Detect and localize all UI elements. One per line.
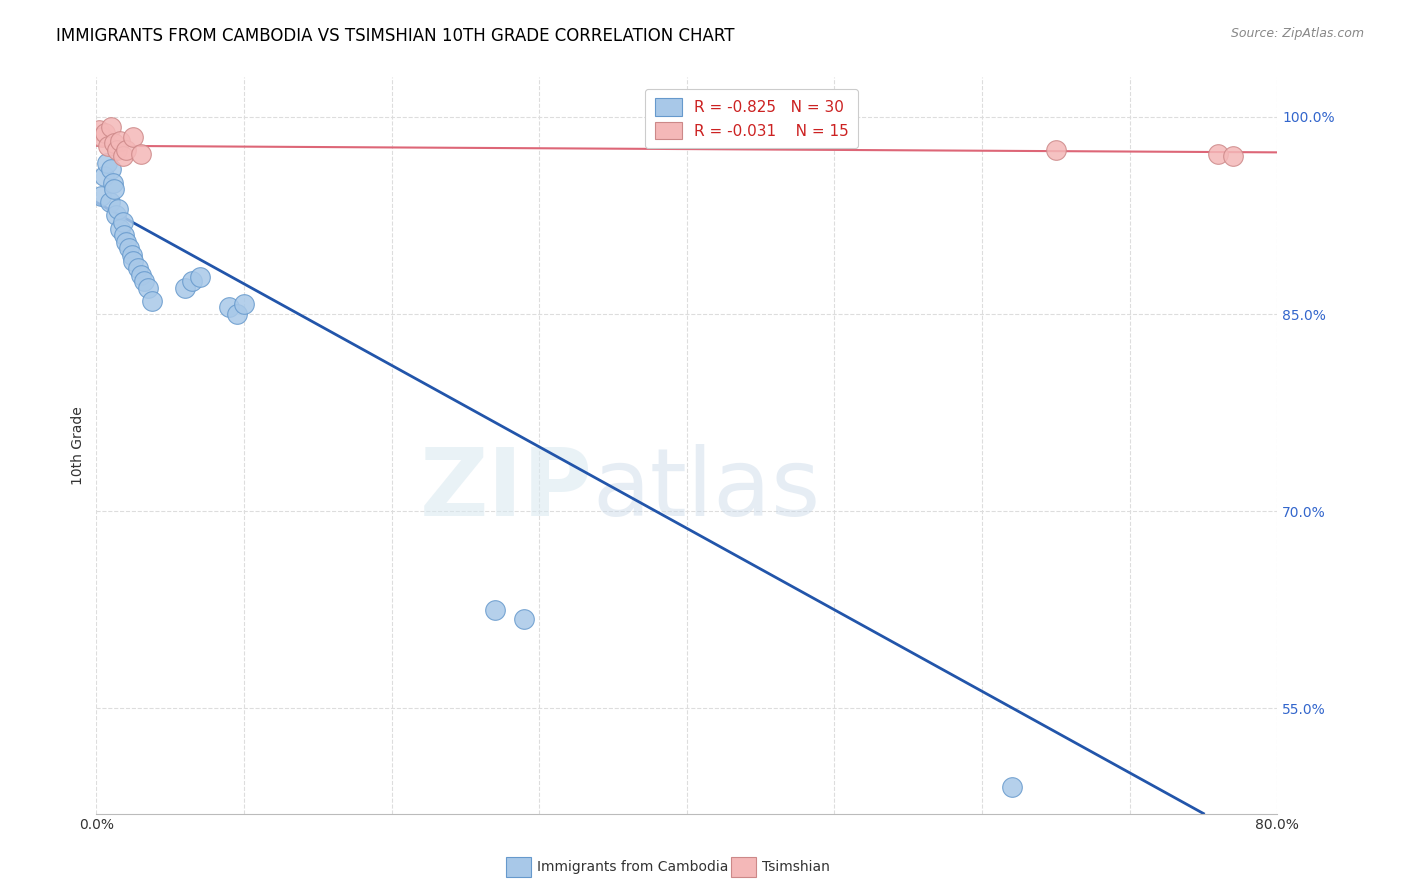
- Point: [100, 120, 122, 135]
- Point: [121, 248, 143, 262]
- Point: [100, 162, 122, 177]
- Point: [111, 149, 134, 163]
- Point: [108, 134, 131, 148]
- Point: [513, 612, 536, 626]
- Point: [104, 209, 127, 223]
- Point: [141, 293, 163, 308]
- Point: [218, 301, 240, 315]
- Point: [108, 221, 131, 235]
- Point: [90, 188, 112, 202]
- Point: [1045, 143, 1067, 157]
- Point: [94, 126, 117, 140]
- Point: [1206, 146, 1229, 161]
- Text: atlas: atlas: [592, 443, 821, 536]
- Point: [115, 143, 138, 157]
- Point: [111, 215, 134, 229]
- Point: [225, 307, 247, 321]
- Point: [98, 195, 121, 210]
- Text: Tsimshian: Tsimshian: [762, 860, 830, 874]
- Point: [115, 235, 138, 249]
- Point: [129, 146, 152, 161]
- Point: [105, 143, 128, 157]
- Point: [101, 176, 124, 190]
- Point: [91, 129, 114, 144]
- Text: Source: ZipAtlas.com: Source: ZipAtlas.com: [1230, 27, 1364, 40]
- Point: [122, 254, 145, 268]
- Point: [127, 260, 149, 275]
- Point: [107, 202, 129, 216]
- Legend: R = -0.825   N = 30, R = -0.031    N = 15: R = -0.825 N = 30, R = -0.031 N = 15: [645, 89, 858, 148]
- Point: [181, 274, 204, 288]
- Point: [132, 274, 155, 288]
- Point: [118, 241, 141, 255]
- Text: Immigrants from Cambodia: Immigrants from Cambodia: [537, 860, 728, 874]
- Point: [484, 603, 506, 617]
- Point: [103, 182, 125, 196]
- Point: [1222, 149, 1244, 163]
- Y-axis label: 10th Grade: 10th Grade: [72, 406, 86, 485]
- Point: [188, 270, 211, 285]
- Point: [1000, 780, 1022, 795]
- Text: IMMIGRANTS FROM CAMBODIA VS TSIMSHIAN 10TH GRADE CORRELATION CHART: IMMIGRANTS FROM CAMBODIA VS TSIMSHIAN 10…: [56, 27, 735, 45]
- Point: [112, 228, 135, 243]
- Point: [93, 169, 115, 183]
- Point: [129, 268, 152, 282]
- Point: [96, 156, 118, 170]
- Point: [103, 136, 125, 150]
- Text: ZIP: ZIP: [419, 443, 592, 536]
- Point: [136, 281, 159, 295]
- Point: [233, 296, 256, 310]
- Point: [174, 281, 197, 295]
- Point: [122, 129, 145, 144]
- Point: [89, 123, 111, 137]
- Point: [97, 138, 120, 153]
